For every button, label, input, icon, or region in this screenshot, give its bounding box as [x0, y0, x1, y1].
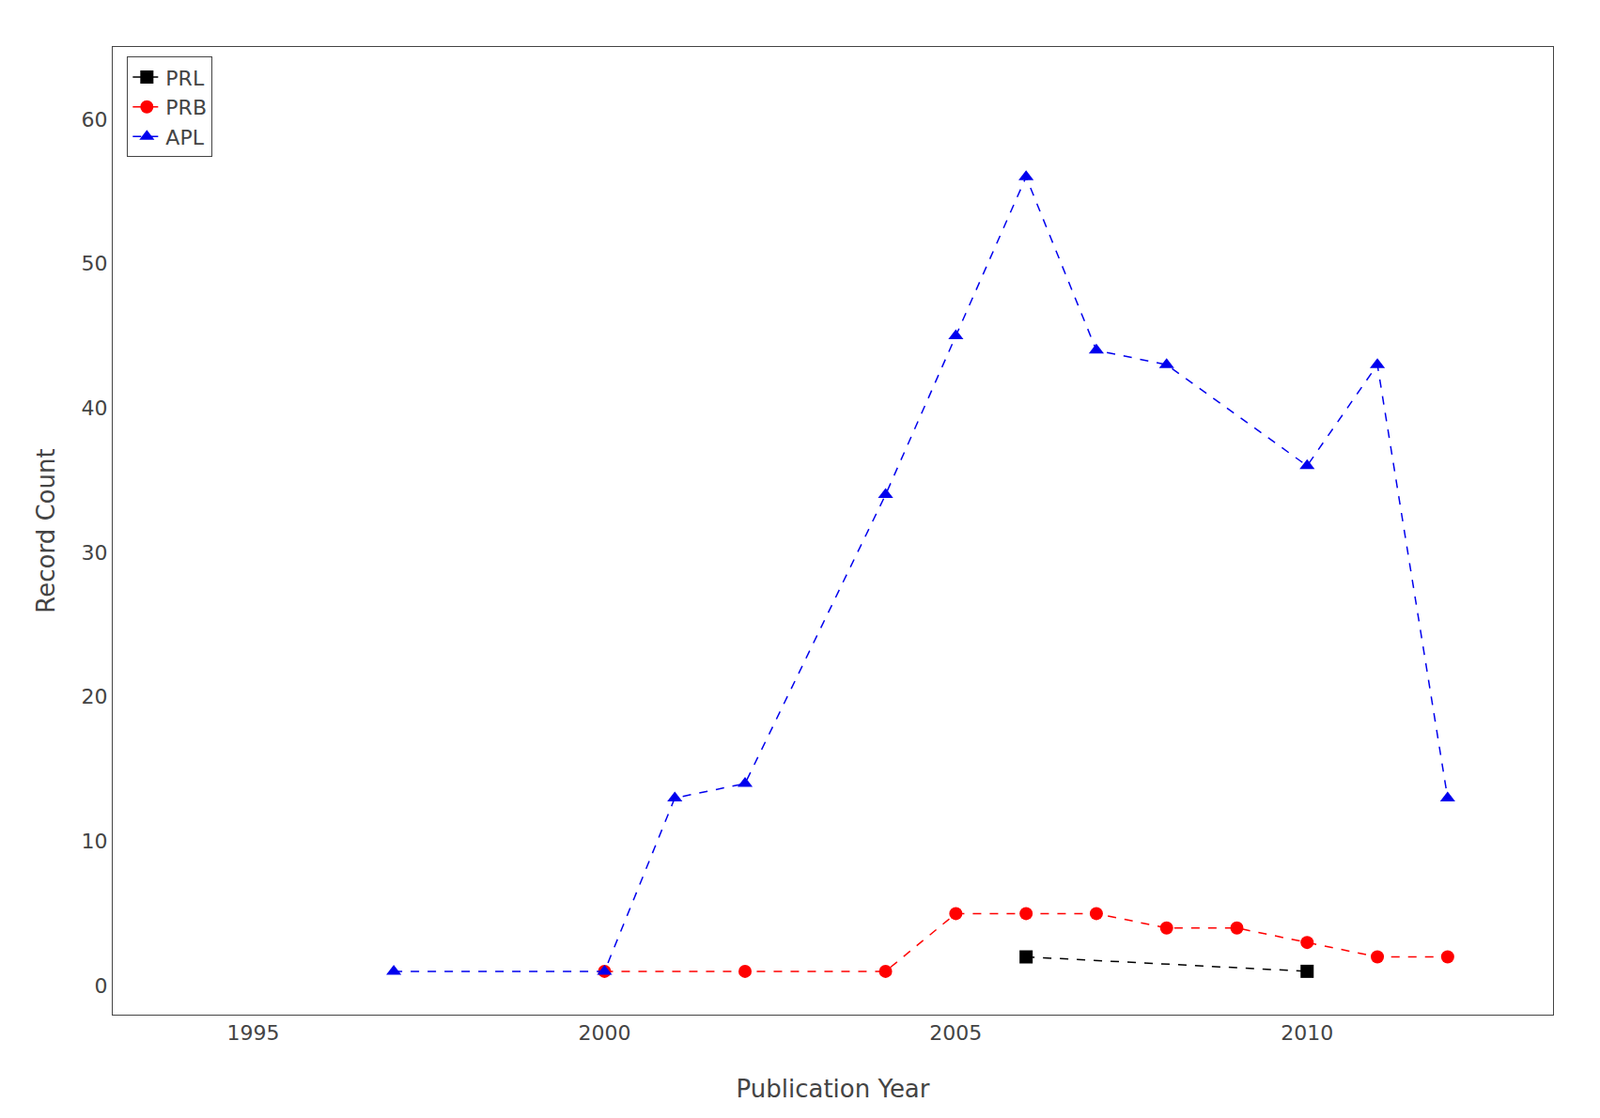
svg-text:60: 60: [81, 108, 109, 132]
svg-text:PRB: PRB: [165, 95, 207, 120]
svg-text:APL: APL: [165, 125, 204, 150]
svg-text:50: 50: [81, 251, 109, 276]
svg-text:40: 40: [81, 396, 109, 420]
svg-text:2000: 2000: [577, 1021, 631, 1045]
svg-text:10: 10: [81, 829, 109, 854]
svg-text:PRL: PRL: [165, 66, 205, 91]
svg-text:20: 20: [81, 684, 109, 709]
svg-text:Record Count: Record Count: [31, 448, 61, 613]
svg-text:2010: 2010: [1280, 1021, 1334, 1045]
svg-text:0: 0: [94, 974, 109, 998]
svg-text:1995: 1995: [227, 1021, 280, 1045]
svg-text:2005: 2005: [929, 1021, 982, 1045]
svg-text:30: 30: [81, 541, 109, 565]
svg-text:Publication Year: Publication Year: [736, 1074, 931, 1103]
